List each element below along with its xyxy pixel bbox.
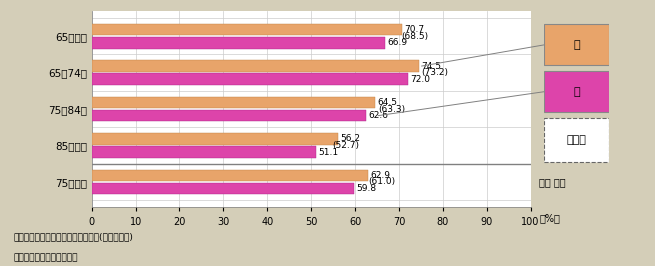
Text: (61.0): (61.0) bbox=[368, 177, 396, 186]
Text: 男女計: 男女計 bbox=[567, 135, 586, 145]
Bar bbox=[92, 73, 407, 85]
Text: 51.1: 51.1 bbox=[318, 148, 338, 157]
Text: 62.9: 62.9 bbox=[370, 171, 390, 180]
Bar bbox=[92, 37, 385, 49]
Text: 男: 男 bbox=[573, 40, 580, 50]
Text: (73.2): (73.2) bbox=[422, 68, 449, 77]
Bar bbox=[92, 60, 419, 72]
Text: 注：（　）内は男女計の値: 注：（ ）内は男女計の値 bbox=[13, 254, 77, 263]
Text: (63.3): (63.3) bbox=[379, 105, 405, 114]
Bar bbox=[92, 169, 367, 181]
Bar bbox=[92, 133, 339, 145]
Text: 56.2: 56.2 bbox=[341, 134, 360, 143]
FancyBboxPatch shape bbox=[544, 71, 609, 112]
Text: (52.7): (52.7) bbox=[331, 141, 359, 150]
Text: 70.7: 70.7 bbox=[404, 25, 424, 34]
Text: 59.8: 59.8 bbox=[356, 184, 377, 193]
Text: 66.9: 66.9 bbox=[388, 38, 407, 47]
Bar bbox=[92, 110, 366, 122]
Bar bbox=[92, 97, 375, 108]
Text: 64.5: 64.5 bbox=[377, 98, 397, 107]
Bar bbox=[92, 146, 316, 158]
Text: 74.5: 74.5 bbox=[421, 61, 441, 70]
Text: 資料：厚生省『国民生活基礎調査』(平成１０年): 資料：厚生省『国民生活基礎調査』(平成１０年) bbox=[13, 232, 133, 242]
FancyBboxPatch shape bbox=[544, 118, 609, 162]
Bar bbox=[92, 24, 402, 35]
Text: 72.0: 72.0 bbox=[410, 75, 430, 84]
Text: （%）: （%） bbox=[539, 213, 560, 223]
Text: 女: 女 bbox=[573, 87, 580, 97]
Text: （再 掲）: （再 掲） bbox=[539, 177, 566, 187]
Bar bbox=[92, 183, 354, 194]
Text: 62.6: 62.6 bbox=[369, 111, 388, 120]
Text: (68.5): (68.5) bbox=[401, 32, 428, 41]
FancyBboxPatch shape bbox=[544, 24, 609, 65]
